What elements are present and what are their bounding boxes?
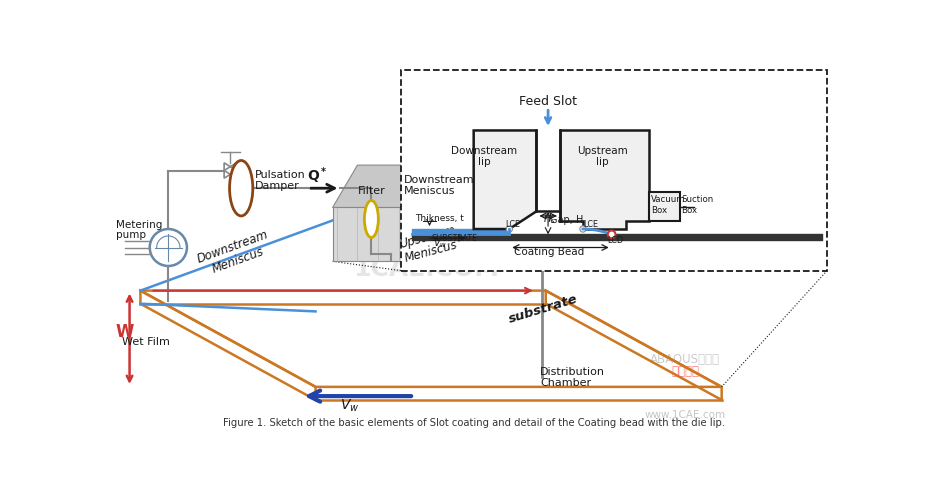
Text: Coating Bead: Coating Bead — [514, 247, 585, 257]
Text: pump: pump — [116, 230, 145, 240]
Text: Thikness, t: Thikness, t — [415, 213, 464, 223]
Polygon shape — [333, 165, 524, 208]
Polygon shape — [333, 208, 500, 261]
Text: $\mathbf{Q^*}$: $\mathbf{Q^*}$ — [307, 165, 327, 185]
Bar — [401, 70, 827, 271]
Text: Vacuum: Vacuum — [651, 195, 685, 204]
Text: Wet Film: Wet Film — [122, 336, 169, 347]
Text: Downstream: Downstream — [404, 175, 475, 185]
Text: $V_w$: $V_w$ — [434, 236, 448, 250]
Text: ABAQUS大家庭: ABAQUS大家庭 — [650, 353, 721, 366]
Circle shape — [580, 226, 586, 232]
Text: Upstream
Meniscus: Upstream Meniscus — [398, 224, 461, 265]
Text: LCE: LCE — [584, 221, 598, 229]
Text: LCE: LCE — [505, 221, 521, 229]
Ellipse shape — [364, 200, 378, 238]
Text: Filter: Filter — [357, 185, 385, 196]
Polygon shape — [648, 192, 680, 221]
Text: $V_w$: $V_w$ — [340, 397, 360, 414]
Circle shape — [608, 230, 615, 238]
Circle shape — [506, 226, 512, 232]
Text: 1CAE.COM: 1CAE.COM — [352, 257, 499, 281]
Text: Downstream: Downstream — [451, 146, 518, 155]
Text: lip: lip — [596, 157, 609, 167]
Text: Damper: Damper — [255, 181, 300, 191]
Text: www.1CAE.com: www.1CAE.com — [645, 410, 726, 421]
Text: SUBSTRATE: SUBSTRATE — [432, 234, 478, 243]
Text: 仿真在线: 仿真在线 — [672, 365, 699, 378]
Text: Upstream: Upstream — [577, 146, 628, 155]
Text: Pulsation: Pulsation — [255, 170, 306, 180]
Text: LCD: LCD — [608, 236, 623, 245]
Text: Meniscus: Meniscus — [404, 185, 455, 196]
Text: lip: lip — [478, 157, 491, 167]
Text: Distribution: Distribution — [540, 367, 605, 378]
Text: Gap, H: Gap, H — [549, 215, 583, 225]
Text: Metering: Metering — [116, 220, 162, 230]
Text: Chamber: Chamber — [540, 378, 591, 388]
Polygon shape — [500, 165, 524, 261]
Text: Feed Slot: Feed Slot — [519, 95, 577, 108]
Text: Figure 1. Sketch of the basic elements of Slot coating and detail of the Coating: Figure 1. Sketch of the basic elements o… — [223, 418, 724, 428]
Text: Box: Box — [682, 206, 697, 215]
Text: substrate: substrate — [507, 292, 580, 326]
Polygon shape — [474, 131, 536, 229]
Ellipse shape — [229, 161, 253, 216]
Text: Suction: Suction — [682, 195, 713, 204]
Text: Downstream
Meniscus: Downstream Meniscus — [196, 227, 276, 280]
Text: Box: Box — [651, 206, 667, 215]
Text: W: W — [116, 323, 134, 341]
Text: $H_s$: $H_s$ — [543, 212, 556, 226]
Polygon shape — [560, 131, 648, 229]
